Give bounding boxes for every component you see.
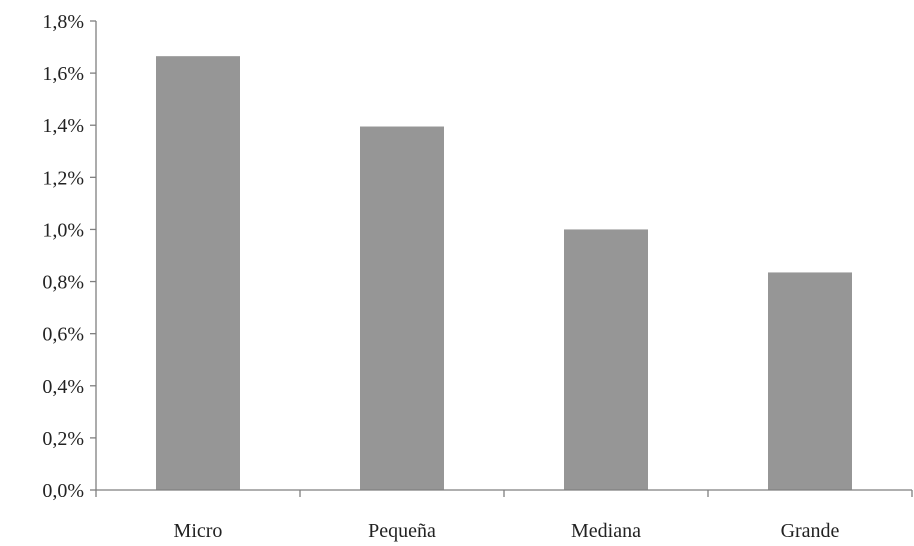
y-tick-label: 1,8% xyxy=(42,11,84,33)
y-tick-label: 0,8% xyxy=(42,272,84,294)
x-tick-label: Mediana xyxy=(571,520,641,542)
x-tick-label: Pequeña xyxy=(368,520,436,542)
y-tick-label: 1,4% xyxy=(42,115,84,137)
x-tick-label: Grande xyxy=(781,520,840,542)
y-tick-label: 1,0% xyxy=(42,219,84,241)
y-tick-label: 0,6% xyxy=(42,324,84,346)
y-tick-label: 0,0% xyxy=(42,480,84,502)
bar-pequeña xyxy=(360,126,444,491)
y-tick-label: 1,6% xyxy=(42,63,84,85)
y-tick-label: 0,4% xyxy=(42,376,84,398)
y-tick-label: 0,2% xyxy=(42,428,84,450)
bar-grande xyxy=(768,272,852,490)
y-tick-label: 1,2% xyxy=(42,167,84,189)
bar-micro xyxy=(156,56,240,491)
x-axis-ticks: Micro Pequeña Mediana Grande xyxy=(95,490,913,542)
bars-group xyxy=(156,56,852,491)
x-tick-label: Micro xyxy=(174,520,223,542)
bar-mediana xyxy=(564,229,648,490)
y-axis-ticks: 0,0% 0,2% 0,4% 0,6% 0,8% 1,0% 1,2% 1,4% 1,6% 1,8% xyxy=(42,11,96,502)
